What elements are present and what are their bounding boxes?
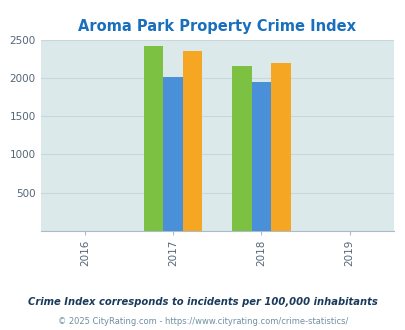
- Bar: [143, 46, 163, 231]
- Title: Aroma Park Property Crime Index: Aroma Park Property Crime Index: [78, 19, 355, 34]
- Bar: [182, 51, 202, 231]
- Bar: [163, 78, 182, 231]
- Bar: [232, 66, 251, 231]
- Text: © 2025 CityRating.com - https://www.cityrating.com/crime-statistics/: © 2025 CityRating.com - https://www.city…: [58, 317, 347, 326]
- Bar: [251, 82, 271, 231]
- Bar: [271, 63, 290, 231]
- Text: Crime Index corresponds to incidents per 100,000 inhabitants: Crime Index corresponds to incidents per…: [28, 297, 377, 307]
